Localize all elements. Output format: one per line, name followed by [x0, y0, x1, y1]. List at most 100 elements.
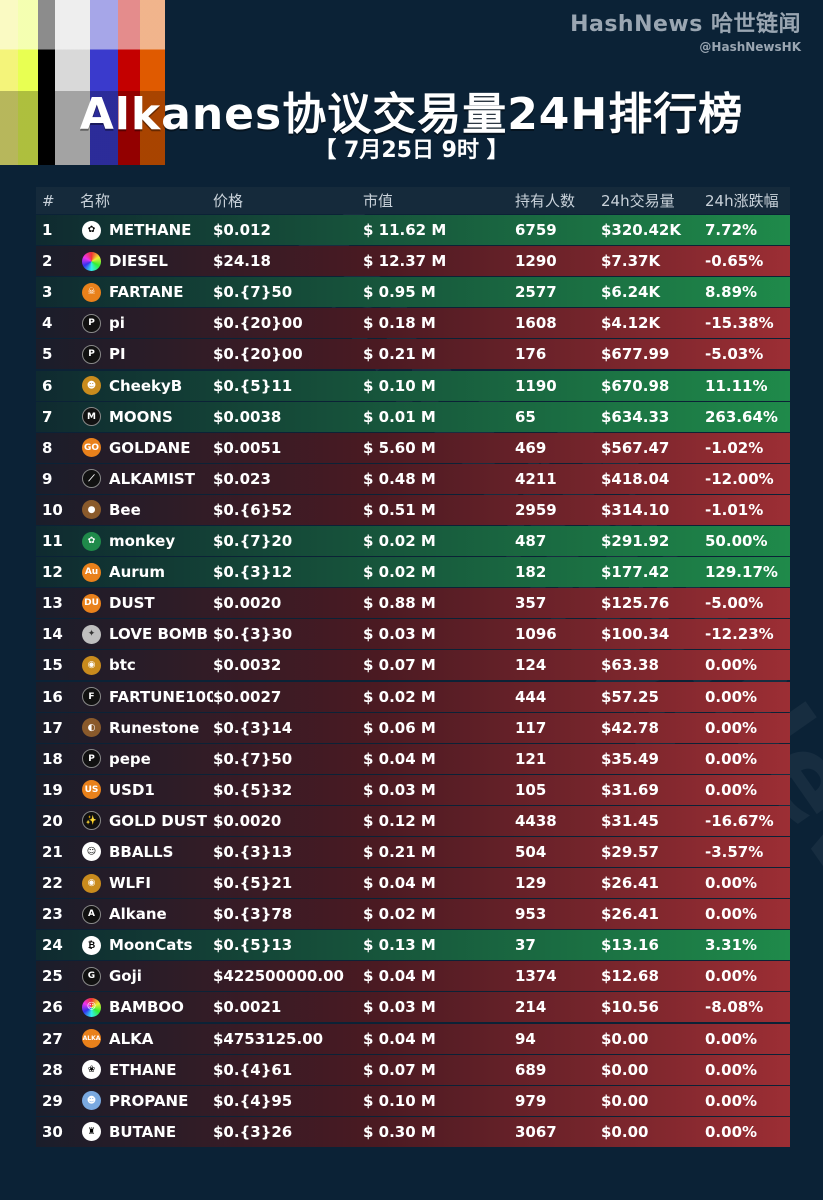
row-name-cell: ♜ BUTANE	[80, 1122, 213, 1142]
monkey-icon: ✿	[82, 531, 101, 551]
row-name: Goji	[109, 967, 142, 986]
row-name: USD1	[109, 780, 155, 799]
row-name: Alkane	[109, 905, 167, 924]
page-subtitle: 【 7月25日 9时 】	[314, 138, 509, 163]
row-name-cell: ☻ CheekyB	[80, 376, 213, 396]
row-volume: $0.00	[601, 1029, 649, 1048]
row-name: DIESEL	[109, 252, 168, 271]
row-name-cell: DU DUST	[80, 593, 213, 613]
row-name: ALKA	[109, 1029, 154, 1048]
table-row: 9 ⟋ ALKAMIST $0.023 $ 0.48 M 4211 $418.04 -12.0…	[36, 463, 790, 494]
row-price: $0.{3}14	[213, 718, 293, 737]
table-row: 19 US USD1 $0.{5}32 $ 0.03 M 105 $31.69 0.00%	[36, 774, 790, 805]
row-name-cell: ✿ METHANE	[80, 220, 213, 240]
row-idx: 11	[42, 532, 63, 551]
row-idx: 4	[42, 314, 53, 333]
row-idx: 27	[42, 1029, 63, 1048]
row-name-cell: ✿ monkey	[80, 531, 213, 551]
table-header: # 名称 价格 市值 持有人数 24h交易量 24h涨跌幅	[36, 187, 790, 214]
row-name-cell: ₿ MoonCats	[80, 935, 213, 955]
row-change: 129.17%	[705, 563, 778, 582]
row-change: 0.00%	[705, 749, 758, 768]
table-row: 14 ✦ LOVE BOMB $0.{3}30 $ 0.03 M 1096 $100.34 -…	[36, 619, 790, 650]
row-volume: $29.57	[601, 842, 659, 861]
row-name-cell: ● Bee	[80, 500, 213, 520]
row-change: 50.00%	[705, 532, 768, 551]
table-row: 20 ✨ GOLD DUST $0.0020 $ 0.12 M 4438 $31.45 -16…	[36, 805, 790, 836]
row-idx: 12	[42, 563, 63, 582]
row-change: 0.00%	[705, 1060, 758, 1079]
row-price: $0.012	[213, 221, 271, 240]
row-volume: $4.12K	[601, 314, 661, 333]
row-name: DUST	[109, 594, 155, 613]
cheekyb-icon: ☻	[82, 376, 101, 396]
bee-icon: ●	[82, 500, 101, 520]
row-cap: $ 0.07 M	[363, 656, 436, 675]
table-row: 8 GO GOLDANE $0.0051 $ 5.60 M 469 $567.47 -1.02…	[36, 432, 790, 463]
decorative-color-bars	[0, 0, 165, 165]
row-idx: 28	[42, 1060, 63, 1079]
row-idx: 8	[42, 438, 53, 457]
row-price: $0.{5}13	[213, 936, 293, 955]
row-idx: 9	[42, 469, 53, 488]
goldane-icon: GO	[82, 438, 101, 458]
row-name: Runestone	[109, 718, 200, 737]
row-price: $0.{7}20	[213, 532, 293, 551]
row-volume: $177.42	[601, 563, 670, 582]
brand-block: HashNews 哈世链闻 @HashNewsHK	[570, 6, 801, 54]
row-cap: $ 0.95 M	[363, 283, 436, 302]
table-row: 7 M MOONS $0.0038 $ 0.01 M 65 $634.33 263.64%	[36, 401, 790, 432]
alkane-icon: A	[82, 904, 101, 924]
row-name-cell: G Goji	[80, 966, 213, 986]
row-price: $0.0021	[213, 998, 282, 1017]
row-cap: $ 0.10 M	[363, 376, 436, 395]
pi-icon: P	[82, 313, 101, 333]
table-row: 24 ₿ MoonCats $0.{5}13 $ 0.13 M 37 $13.16 3.31%	[36, 930, 790, 961]
row-volume: $26.41	[601, 905, 659, 924]
row-name: GOLD DUST	[109, 811, 207, 830]
dust-icon: DU	[82, 593, 101, 613]
row-holders: 176	[515, 345, 547, 364]
row-change: -1.01%	[705, 500, 764, 519]
row-volume: $0.00	[601, 1091, 649, 1110]
row-price: $0.0038	[213, 407, 282, 426]
row-holders: 4211	[515, 469, 557, 488]
row-name: MoonCats	[109, 936, 193, 955]
row-price: $0.{3}13	[213, 842, 293, 861]
butane-icon: ♜	[82, 1122, 101, 1142]
row-price: $0.{4}95	[213, 1091, 293, 1110]
row-name-cell: ALKA ALKA	[80, 1029, 213, 1049]
row-change: -5.03%	[705, 345, 764, 364]
row-name-cell: ❀ ETHANE	[80, 1060, 213, 1080]
header-name: 名称	[80, 192, 111, 210]
header-change: 24h涨跌幅	[705, 192, 779, 210]
row-price: $4753125.00	[213, 1029, 324, 1048]
row-name: WLFI	[109, 874, 151, 893]
row-idx: 5	[42, 345, 53, 364]
row-volume: $31.69	[601, 780, 659, 799]
bballs-icon: ☺	[82, 842, 101, 862]
row-idx: 24	[42, 936, 63, 955]
table-row: 10 ● Bee $0.{6}52 $ 0.51 M 2959 $314.10 -1.01%	[36, 494, 790, 525]
row-holders: 94	[515, 1029, 536, 1048]
row-volume: $677.99	[601, 345, 670, 364]
row-idx: 18	[42, 749, 63, 768]
row-holders: 2577	[515, 283, 557, 302]
row-cap: $ 0.03 M	[363, 780, 436, 799]
row-price: $0.{3}26	[213, 1122, 293, 1141]
row-cap: $ 0.04 M	[363, 967, 436, 986]
row-cap: $ 0.03 M	[363, 998, 436, 1017]
row-name: FARTUNE100	[109, 687, 213, 706]
row-holders: 65	[515, 407, 536, 426]
row-price: $0.0027	[213, 687, 282, 706]
table-row: 6 ☻ CheekyB $0.{5}11 $ 0.10 M 1190 $670.98 11.1…	[36, 370, 790, 401]
row-change: -15.38%	[705, 314, 774, 333]
row-holders: 2959	[515, 500, 557, 519]
row-cap: $ 0.10 M	[363, 1091, 436, 1110]
row-volume: $291.92	[601, 532, 670, 551]
row-change: 0.00%	[705, 874, 758, 893]
row-price: $0.{7}50	[213, 283, 293, 302]
row-name-cell: ⟋ ALKAMIST	[80, 469, 213, 489]
row-cap: $ 0.03 M	[363, 625, 436, 644]
